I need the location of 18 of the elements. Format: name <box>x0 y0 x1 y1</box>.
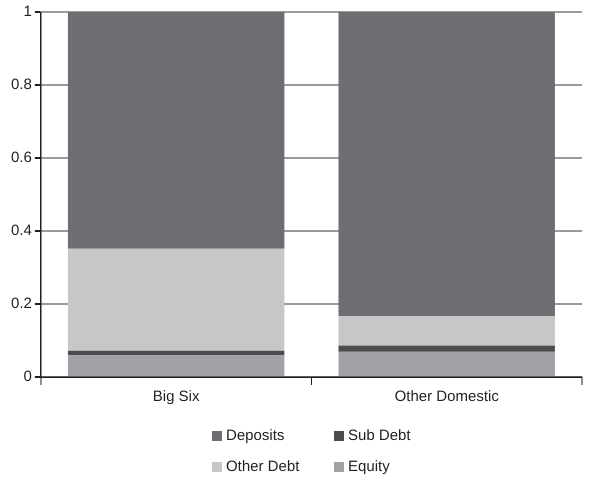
bar <box>338 12 555 316</box>
y-tick-label: 0.6 <box>10 149 32 166</box>
y-tick-label: 0.2 <box>10 295 32 312</box>
legend-label: Equity <box>348 458 390 476</box>
bar <box>68 12 284 249</box>
y-tick-label: 0 <box>24 368 32 386</box>
bar <box>68 350 284 356</box>
legend-label: Other Debt <box>226 458 300 476</box>
x-tick-label: Big Six <box>152 388 200 406</box>
y-tick-label: 0.8 <box>10 76 32 94</box>
legend-label: Deposits <box>226 427 284 444</box>
y-tick-label: 0.4 <box>10 222 32 240</box>
x-tick-label: Other Domestic <box>394 388 500 406</box>
bar <box>338 346 555 352</box>
bar <box>68 248 284 351</box>
bar <box>338 316 555 346</box>
y-tick-label: 1 <box>24 3 32 20</box>
legend-label: Sub Debt <box>348 427 412 444</box>
